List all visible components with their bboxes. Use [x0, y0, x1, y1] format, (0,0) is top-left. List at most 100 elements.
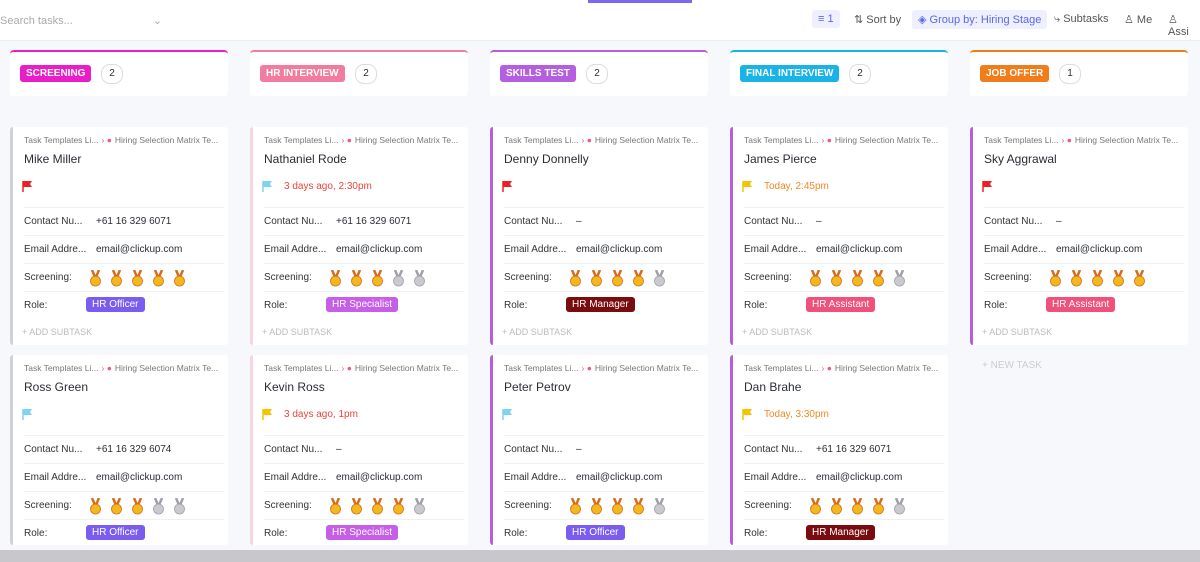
- add-subtask[interactable]: + ADD SUBTASK: [982, 327, 1053, 337]
- field-label: Contact Nu...: [264, 444, 323, 455]
- medal-gold: [590, 269, 603, 287]
- field-value: –: [336, 444, 342, 455]
- task-name: Sky Aggrawal: [984, 152, 1057, 166]
- field-label: Screening:: [264, 272, 312, 283]
- medal-gold: [173, 269, 186, 287]
- role-tag: HR Manager: [566, 297, 635, 312]
- field-label: Screening:: [24, 500, 72, 511]
- field-row: Role: HR Officer: [24, 291, 224, 318]
- new-task[interactable]: + NEW TASK: [982, 360, 1042, 371]
- medal-gold: [851, 269, 864, 287]
- role-tag: HR Manager: [806, 525, 875, 540]
- medal-gold: [392, 497, 405, 515]
- field-row: Role: HR Specialist: [264, 519, 464, 545]
- field-row: Screening:: [984, 263, 1184, 290]
- field-label: Screening:: [504, 272, 552, 283]
- medal-gold: [89, 269, 102, 287]
- field-label: Role:: [744, 300, 768, 311]
- add-subtask[interactable]: + ADD SUBTASK: [742, 327, 813, 337]
- me-button[interactable]: ♙ Me: [1124, 14, 1153, 26]
- field-row: Role: HR Officer: [24, 519, 224, 545]
- field-row: Screening:: [504, 491, 704, 518]
- field-row: Contact Nu... +61 16 329 6074: [24, 435, 224, 462]
- field-row: Email Addre... email@clickup.com: [264, 463, 464, 490]
- column-header: HR INTERVIEW 2: [250, 50, 468, 96]
- medal-gold: [809, 269, 822, 287]
- group-button[interactable]: ◈ Group by: Hiring Stage: [912, 10, 1048, 29]
- field-row: Email Addre... email@clickup.com: [744, 235, 944, 262]
- field-label: Role:: [984, 300, 1008, 311]
- sort-button[interactable]: ⇅ Sort by: [854, 14, 902, 26]
- field-value: –: [576, 444, 582, 455]
- field-row: Screening:: [744, 263, 944, 290]
- medal-gold: [350, 497, 363, 515]
- task-card[interactable]: Task Templates Li... › ● Hiring Selection …: [490, 127, 708, 345]
- breadcrumb-list: Task Templates Li...: [24, 363, 99, 373]
- medal-gold: [1091, 269, 1104, 287]
- field-label: Role:: [264, 300, 288, 311]
- column-name: HR INTERVIEW: [260, 65, 345, 82]
- medal-gold: [329, 269, 342, 287]
- field-label: Contact Nu...: [504, 444, 563, 455]
- field-label: Screening:: [744, 500, 792, 511]
- breadcrumb-list: Task Templates Li...: [744, 135, 819, 145]
- role-tag: HR Assistant: [806, 297, 876, 312]
- breadcrumb-template: Hiring Selection Matrix Te...: [834, 363, 939, 373]
- column-count: 2: [586, 64, 608, 84]
- task-name: Kevin Ross: [264, 380, 325, 394]
- filter-button[interactable]: ≡ 1: [812, 10, 840, 28]
- task-card[interactable]: Task Templates Li... › ● Hiring Selection …: [250, 355, 468, 545]
- role-tag: HR Officer: [566, 525, 625, 540]
- column-count: 2: [355, 64, 377, 84]
- column-count: 1: [1059, 64, 1081, 84]
- column-name: SCREENING: [20, 65, 92, 82]
- search-box[interactable]: Search tasks... ⌄: [0, 15, 162, 27]
- column-name: SKILLS TEST: [500, 65, 576, 82]
- task-card[interactable]: Task Templates Li... › ● Hiring Selection …: [730, 127, 948, 345]
- medal-gold: [851, 497, 864, 515]
- medal-gold: [611, 269, 624, 287]
- medal-gold: [611, 497, 624, 515]
- field-value: –: [1056, 216, 1062, 227]
- field-label: Role:: [744, 528, 768, 539]
- field-row: Contact Nu... +61 16 329 6071: [264, 207, 464, 234]
- breadcrumb-template: Hiring Selection Matrix Te...: [354, 135, 459, 145]
- task-card[interactable]: Task Templates Li... › ● Hiring Selection …: [10, 127, 228, 345]
- field-row: Role: HR Specialist: [264, 291, 464, 318]
- medal-gold: [830, 269, 843, 287]
- breadcrumb: Task Templates Li... › ● Hiring Selection …: [264, 135, 458, 145]
- field-label: Role:: [504, 528, 528, 539]
- task-card[interactable]: Task Templates Li... › ● Hiring Selection …: [970, 127, 1188, 345]
- medal-gold: [632, 497, 645, 515]
- field-label: Email Addre...: [744, 244, 807, 255]
- field-row: Contact Nu... +61 16 329 6071: [24, 207, 224, 234]
- add-subtask[interactable]: + ADD SUBTASK: [22, 327, 93, 337]
- add-subtask[interactable]: + ADD SUBTASK: [502, 327, 573, 337]
- field-value: +61 16 329 6074: [96, 444, 172, 455]
- toolbar: Search tasks... ⌄ ≡ 1 ⇅ Sort by ◈ Group b…: [0, 0, 1200, 41]
- field-row: Email Addre... email@clickup.com: [744, 463, 944, 490]
- add-subtask[interactable]: + ADD SUBTASK: [262, 327, 333, 337]
- subtasks-button[interactable]: ⤷ Subtasks: [1054, 13, 1109, 25]
- medal-silver: [653, 269, 666, 287]
- breadcrumb-template: Hiring Selection Matrix Te...: [354, 363, 459, 373]
- medal-gold: [569, 497, 582, 515]
- task-name: Peter Petrov: [504, 380, 571, 394]
- task-card[interactable]: Task Templates Li... › ● Hiring Selection …: [730, 355, 948, 545]
- field-label: Screening:: [264, 500, 312, 511]
- field-label: Email Addre...: [984, 244, 1047, 255]
- task-card[interactable]: Task Templates Li... › ● Hiring Selection …: [250, 127, 468, 345]
- medal-silver: [152, 497, 165, 515]
- medal-gold: [110, 269, 123, 287]
- field-label: Screening:: [744, 272, 792, 283]
- breadcrumb-template: Hiring Selection Matrix Te...: [1074, 135, 1179, 145]
- me-label: Me: [1136, 14, 1153, 26]
- medal-silver: [893, 269, 906, 287]
- field-row: Role: HR Assistant: [744, 291, 944, 318]
- medal-silver: [413, 269, 426, 287]
- assignees-button[interactable]: ♙ Assi: [1168, 14, 1189, 38]
- task-card[interactable]: Task Templates Li... › ● Hiring Selection …: [490, 355, 708, 545]
- task-card[interactable]: Task Templates Li... › ● Hiring Selection …: [10, 355, 228, 545]
- due-date: 3 days ago, 2:30pm: [284, 181, 372, 192]
- field-label: Email Addre...: [504, 472, 567, 483]
